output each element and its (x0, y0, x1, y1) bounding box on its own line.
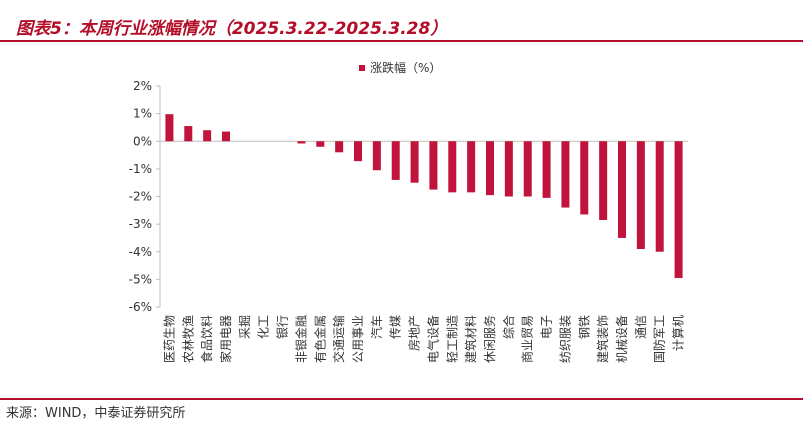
bar-纺织服装 (561, 141, 570, 208)
x-tick-label: 房地产 (407, 315, 422, 351)
bar-通信 (636, 141, 645, 249)
x-tick-label: 公用事业 (351, 315, 365, 363)
y-tick-label: 1% (133, 107, 152, 121)
x-tick-label: 电气设备 (425, 315, 440, 363)
x-tick-label: 计算机 (671, 315, 686, 351)
x-tick-label: 电子 (540, 315, 554, 339)
bar-轻工制造 (448, 141, 457, 193)
bar-商业贸易 (523, 141, 532, 197)
y-tick-label: -5% (129, 272, 152, 286)
bar-农林牧渔 (184, 126, 193, 142)
x-tick-label: 钢铁 (577, 315, 591, 339)
x-tick-label: 交通运输 (331, 315, 346, 363)
y-tick-label: -2% (129, 190, 152, 204)
bar-国防军工 (655, 141, 664, 252)
x-tick-label: 机械设备 (614, 315, 629, 363)
bars (165, 114, 683, 278)
bar-chart: 2% 1% 0% -1% -2% -3% -4% -5% -6% 医药生物 农林牧渔 食品饮料 家用电… (129, 60, 688, 363)
x-tick-label: 农林牧渔 (181, 315, 195, 363)
x-tick-label: 传媒 (388, 315, 403, 339)
y-tick-label: -1% (129, 162, 152, 176)
bar-电气设备 (429, 141, 438, 190)
bar-电子 (542, 141, 551, 198)
x-tick-label: 银行 (276, 315, 290, 339)
figure-title-bar: 图表5：本周行业涨幅情况（2025.3.22-2025.3.28） (0, 18, 803, 42)
x-tick-label: 休闲服务 (482, 315, 497, 363)
bar-传媒 (391, 141, 400, 180)
x-tick-label: 商业贸易 (520, 315, 535, 363)
bar-非银金融 (297, 141, 306, 144)
bar-汽车 (372, 141, 381, 171)
bar-交通运输 (335, 141, 344, 153)
x-tick-label: 医药生物 (162, 315, 176, 363)
legend: 涨跌幅（%） (359, 60, 441, 75)
bar-有色金属 (316, 141, 325, 147)
x-tick-label: 综合 (501, 315, 516, 339)
bar-房地产 (410, 141, 419, 183)
legend-label: 涨跌幅（%） (370, 60, 441, 75)
bar-食品饮料 (203, 130, 212, 142)
top-strip (0, 0, 803, 6)
bar-计算机 (674, 141, 683, 278)
y-tick-label: -3% (129, 217, 152, 231)
x-tick-label: 化工 (257, 315, 271, 339)
x-tick-label: 建筑材料 (463, 315, 478, 363)
bar-建筑材料 (467, 141, 476, 193)
x-tick-label: 汽车 (369, 315, 384, 339)
x-tick-label: 家用电器 (218, 315, 233, 363)
y-tick-label: -4% (129, 245, 152, 259)
bar-休闲服务 (486, 141, 494, 196)
legend-swatch (359, 65, 365, 71)
y-tick-label: -6% (129, 300, 152, 314)
figure-title: 图表5：本周行业涨幅情况（2025.3.22-2025.3.28） (16, 19, 448, 39)
bar-综合 (504, 141, 513, 197)
bar-钢铁 (580, 141, 589, 215)
x-tick-label: 轻工制造 (445, 315, 459, 363)
x-tick-label: 非银金融 (293, 315, 308, 363)
x-tick-label: 纺织服装 (558, 315, 572, 363)
x-tick-label: 建筑装饰 (595, 315, 610, 363)
source-bar: 来源：WIND，中泰证券研究所 (0, 398, 803, 421)
y-axis: 2% 1% 0% -1% -2% -3% -4% -5% -6% (129, 79, 688, 314)
bar-机械设备 (618, 141, 626, 238)
bar-医药生物 (165, 114, 174, 142)
x-tick-label: 采掘 (237, 315, 252, 339)
bar-建筑装饰 (599, 141, 608, 220)
x-tick-label: 有色金属 (312, 315, 327, 363)
source-note: 来源：WIND，中泰证券研究所 (6, 406, 186, 421)
y-tick-label: 2% (133, 79, 152, 93)
y-tick-label: 0% (133, 134, 152, 148)
x-tick-label: 食品饮料 (199, 315, 214, 363)
bar-家用电器 (222, 131, 230, 142)
x-tick-label: 国防军工 (652, 315, 667, 363)
x-tick-label: 通信 (634, 315, 648, 339)
x-axis-labels: 医药生物 农林牧渔 食品饮料 家用电器 采掘 化工 银行 非银金融 有色金属 交通运输 公用事业 汽车… (162, 315, 685, 363)
bar-公用事业 (354, 141, 362, 162)
